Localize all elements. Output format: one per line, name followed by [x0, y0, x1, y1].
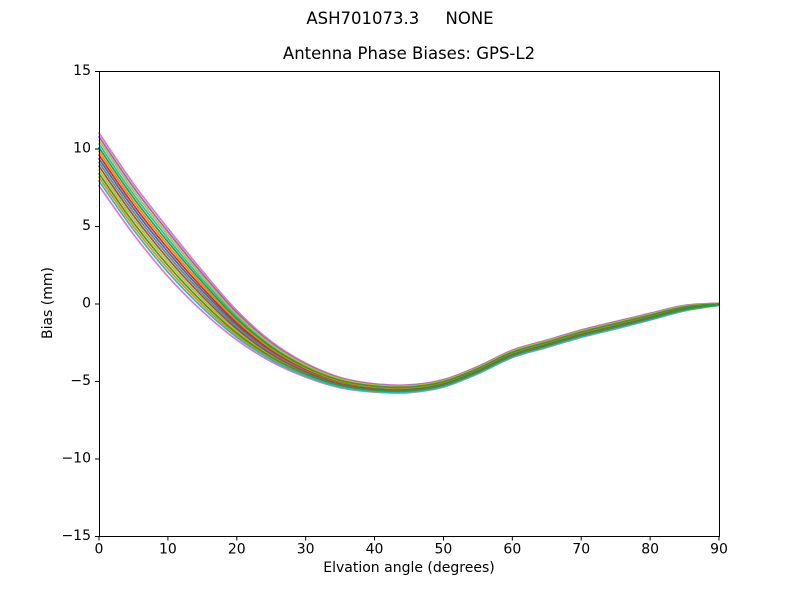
x-tick-label: 80: [641, 542, 659, 558]
axes-spines: [99, 71, 720, 537]
x-tick-label: 0: [95, 542, 104, 558]
y-tick-label: 0: [82, 296, 91, 312]
y-axis-label-text: Bias (mm): [40, 266, 56, 340]
x-tick-label: 10: [159, 542, 177, 558]
x-tick-label: 50: [435, 542, 453, 558]
x-tick-label: 40: [366, 542, 384, 558]
y-tick-label: 15: [73, 63, 91, 79]
y-tick-label: 5: [82, 218, 91, 234]
x-axis-label: Elvation angle (degrees): [323, 560, 495, 576]
curve-line-14: [98, 146, 720, 389]
x-tick-label: 90: [710, 542, 728, 558]
curve-line-01: [98, 132, 720, 387]
figure-suptitle: ASH701073.3 NONE: [306, 9, 494, 28]
curve-line-03: [98, 135, 720, 387]
curve-line-11: [98, 139, 720, 388]
y-tick-label: −10: [61, 451, 91, 467]
x-tick-label: 30: [297, 542, 315, 558]
y-tick-label: −5: [70, 373, 91, 389]
y-tick-label: 10: [73, 141, 91, 157]
chart-title: Antenna Phase Biases: GPS-L2: [282, 44, 536, 63]
x-tick-label: 70: [572, 542, 590, 558]
curve-line-09: [98, 180, 720, 394]
curve-line-13: [98, 165, 720, 391]
x-tick-label: 60: [503, 542, 521, 558]
x-tick-label: 20: [228, 542, 246, 558]
curve-line-15: [98, 172, 720, 393]
curve-line-06: [98, 154, 720, 390]
y-tick-label: −15: [61, 528, 91, 544]
